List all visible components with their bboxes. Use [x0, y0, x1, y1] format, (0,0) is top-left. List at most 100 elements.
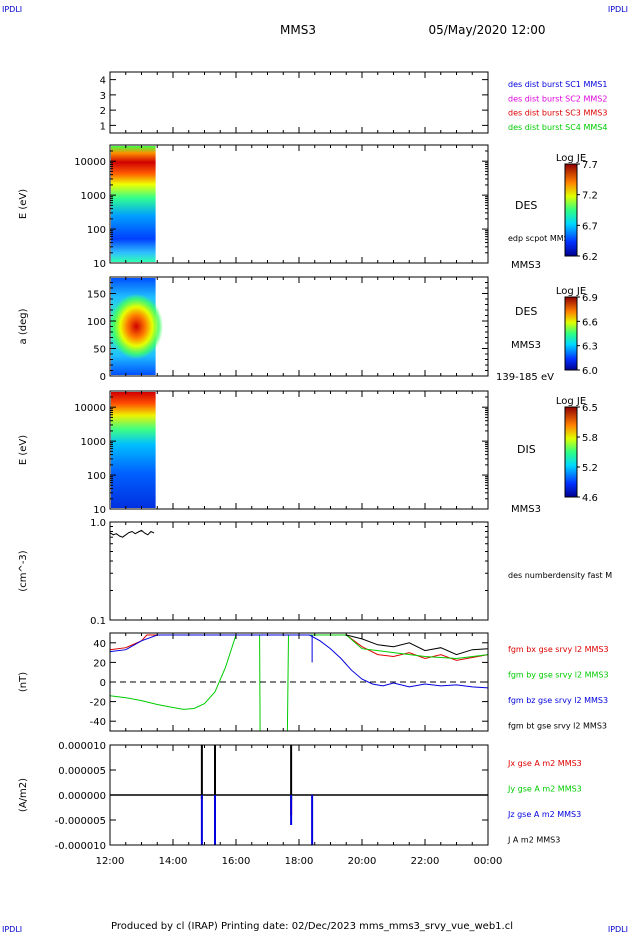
y-tick-label: 0 [100, 678, 106, 689]
spacecraft-label: MMS3 [511, 504, 541, 515]
colorbar-title: Log JE [556, 286, 586, 297]
legend-entry: des dist burst SC1 MMS1 [508, 80, 607, 89]
panel-frame [109, 71, 489, 134]
series-label: fgm by gse srvy l2 MMS3 [508, 671, 609, 680]
panel-density: 0.1 1.0 (cm^-3) des numberdensity fast M [18, 518, 612, 627]
date-title: 05/May/2020 12:00 [428, 23, 545, 37]
legend-entry: des dist burst SC4 MMS4 [508, 123, 607, 132]
x-tick-label: 16:00 [222, 856, 251, 867]
y-tick-label: 0.000000 [58, 791, 106, 802]
pitch-hotspot [109, 293, 164, 360]
y-tick-label: 10000 [74, 157, 106, 168]
series-label: fgm bz gse srvy l2 MMS3 [508, 696, 608, 705]
y-tick-label: 1000 [81, 437, 106, 448]
density-series-line [109, 529, 155, 538]
y-tick-label: 100 [87, 317, 106, 328]
corner-label-tr: IPDLI [608, 5, 628, 14]
y-axis-label: (cm^-3) [18, 550, 29, 591]
corner-label-tl: IPDLI [2, 5, 22, 14]
x-tick-label: 18:00 [285, 856, 314, 867]
fgm-series-line [110, 634, 488, 689]
panel-fgm: -40 -20 0 20 40 (nT) fgm bx gse srvy l2 MMS3 fg… [18, 632, 609, 732]
series-label: Jy gse A m2 MMS3 [507, 785, 582, 794]
y-axis-label: (A/m2) [18, 778, 29, 812]
colorbar-tick-label: 6.9 [582, 293, 598, 304]
y-axis-label: a (deg) [18, 308, 29, 344]
panel-frame [109, 521, 489, 621]
y-axis-label: E (eV) [18, 435, 29, 465]
y-tick-label: 10 [93, 259, 106, 270]
y-tick-label: 100 [87, 225, 106, 236]
spacecraft-label: MMS3 [511, 340, 541, 351]
y-tick-label: 0.000005 [58, 766, 106, 777]
panel-des-energy: 10 100 1000 10000 E (eV) DES edp scpot MMS3 MMS… [18, 144, 598, 271]
y-tick-label: 100 [87, 471, 106, 482]
colorbar-tick-label: 7.7 [582, 160, 598, 171]
y-tick-label: 2 [100, 106, 106, 117]
y-tick-label: 40 [93, 639, 106, 650]
panel-dis-energy: 10 100 1000 10000 E (eV) DIS MMS3 Log JE6.5 5.8 5… [18, 390, 598, 516]
colorbar-tick-label: 4.6 [582, 493, 598, 504]
colorbar-tick-label: 5.2 [582, 463, 598, 474]
instrument-label: DIS [517, 443, 536, 456]
panel-flags: 1 2 3 4 des dist burst SC1 MMS1 des dist burs… [100, 71, 607, 134]
instrument-label: DES [515, 199, 537, 212]
colorbar-tick-label: 5.8 [582, 433, 598, 444]
panel-frame [109, 276, 489, 377]
y-tick-label: -40 [90, 717, 106, 728]
colorbar [564, 163, 578, 257]
y-tick-label: 0 [100, 372, 106, 383]
colorbar-tick-label: 6.3 [582, 342, 598, 353]
y-tick-label: -0.000010 [55, 841, 106, 852]
colorbar-tick-label: 6.5 [582, 403, 598, 414]
colorbar-tick-label: 6.6 [582, 317, 598, 328]
y-tick-label: 150 [87, 290, 106, 301]
series-label: fgm bx gse srvy l2 MMS3 [508, 645, 609, 654]
y-tick-label: 1000 [81, 191, 106, 202]
y-tick-label: 4 [100, 76, 106, 87]
heatmap-block [111, 146, 156, 262]
series-label: des numberdensity fast M [508, 571, 612, 580]
panel-current: -0.000010 -0.000005 0.000000 0.000005 0.0000… [18, 741, 582, 867]
y-axis-label: (nT) [18, 672, 29, 692]
y-tick-label: 3 [100, 91, 106, 102]
corner-label-bl: IPDLI [2, 925, 22, 934]
legend-entry: des dist burst SC2 MMS2 [508, 94, 607, 103]
x-tick-label: 14:00 [159, 856, 188, 867]
y-tick-label: 10000 [74, 403, 106, 414]
fgm-series-line [110, 634, 488, 661]
y-axis-label: E (eV) [18, 189, 29, 219]
y-tick-label: 10 [93, 505, 106, 516]
colorbar-tick-label: 6.0 [582, 366, 598, 377]
colorbar-tick-label: 6.2 [582, 252, 598, 263]
x-tick-label: 12:00 [96, 856, 125, 867]
y-tick-label: 50 [93, 345, 106, 356]
colorbar [564, 296, 578, 371]
y-tick-label: 0.000010 [58, 741, 106, 752]
fgm-series-group [110, 634, 488, 731]
series-label: Jz gse A m2 MMS3 [507, 810, 581, 819]
y-tick-label: 1 [100, 121, 106, 132]
corner-label-br: IPDLI [608, 925, 628, 934]
series-label: fgm bt gse srvy l2 MMS3 [508, 722, 607, 731]
energy-range-label: 139-185 eV [496, 372, 554, 383]
y-tick-label: 20 [93, 658, 106, 669]
y-tick-label: 0.1 [90, 616, 106, 627]
spacecraft-label: MMS3 [511, 260, 541, 271]
x-tick-label: 00:00 [474, 856, 503, 867]
colorbar-title: Log JE [556, 153, 586, 164]
series-label: Jx gse A m2 MMS3 [507, 759, 582, 768]
colorbar-tick-label: 7.2 [582, 191, 598, 202]
legend-entry: des dist burst SC3 MMS3 [508, 109, 607, 118]
y-tick-label: 1.0 [90, 518, 106, 529]
y-tick-label: -0.000005 [55, 816, 106, 827]
colorbar-title: Log JE [556, 396, 586, 407]
instrument-label: DES [515, 305, 537, 318]
series-label: J A m2 MMS3 [507, 836, 560, 845]
spacecraft-title: MMS3 [280, 23, 316, 37]
heatmap-block [111, 392, 156, 508]
x-tick-label: 20:00 [348, 856, 377, 867]
panel-frame [109, 390, 489, 510]
